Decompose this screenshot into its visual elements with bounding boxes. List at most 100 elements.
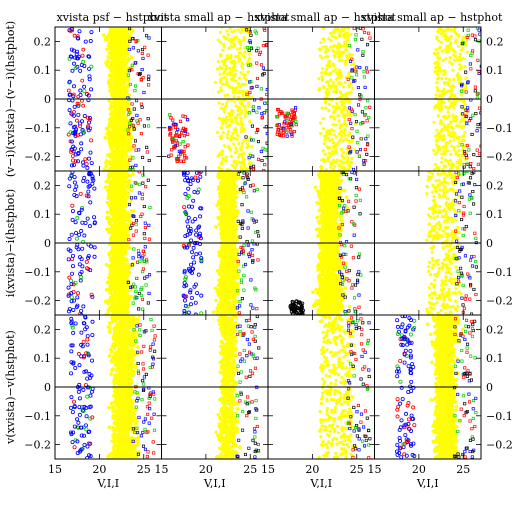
data-point-main xyxy=(114,305,118,310)
data-point-clump xyxy=(186,143,190,147)
data-point-main xyxy=(347,131,351,135)
data-point-main xyxy=(107,41,112,45)
data-point-main xyxy=(247,56,251,60)
data-point-main xyxy=(117,209,122,213)
data-point-main xyxy=(241,73,246,77)
data-point-edge xyxy=(127,47,131,51)
data-point-bright xyxy=(69,282,74,287)
data-point-edge xyxy=(260,111,264,116)
data-point-main xyxy=(346,34,350,38)
data-point-edge xyxy=(363,85,367,89)
data-point-bright xyxy=(72,61,77,66)
data-point-main xyxy=(323,71,328,75)
data-point-main xyxy=(337,80,341,85)
data-point-edge xyxy=(349,121,353,125)
data-point-main xyxy=(247,52,252,56)
data-point-main xyxy=(234,54,238,59)
points xyxy=(66,27,151,171)
data-point-edge xyxy=(256,157,261,161)
data-point-main xyxy=(329,152,333,156)
data-point-edge xyxy=(248,39,252,43)
data-point-edge xyxy=(141,56,145,60)
data-point-main xyxy=(334,27,339,31)
data-point-main xyxy=(230,61,234,65)
data-point-main xyxy=(452,135,456,139)
data-point-main xyxy=(346,113,350,117)
data-point-main xyxy=(123,229,127,234)
data-point-main xyxy=(327,145,332,150)
data-point-edge xyxy=(362,159,366,163)
data-point-clump xyxy=(175,157,179,161)
data-point-main xyxy=(117,150,121,155)
data-point-main xyxy=(444,141,448,145)
data-point-main xyxy=(343,166,347,170)
data-point-main xyxy=(323,134,327,138)
data-point-main xyxy=(222,76,226,80)
data-point-main xyxy=(112,103,116,107)
data-point-main xyxy=(347,74,352,78)
data-point-main xyxy=(220,82,225,86)
data-point-bright xyxy=(72,104,77,109)
data-point-main xyxy=(116,182,120,186)
data-point-main xyxy=(109,62,114,66)
data-point-main xyxy=(331,167,335,171)
data-point-main xyxy=(334,149,338,154)
data-point-edge xyxy=(476,58,480,62)
data-point-main xyxy=(321,157,325,162)
data-point-edge xyxy=(248,90,252,95)
data-point-main xyxy=(126,195,131,199)
data-point-main xyxy=(347,163,351,167)
data-point-main xyxy=(240,82,244,86)
data-point-clump xyxy=(283,120,287,124)
data-point-main xyxy=(327,64,332,68)
data-point-edge xyxy=(350,127,354,131)
data-point-bright xyxy=(81,59,86,64)
data-point-main xyxy=(117,272,121,277)
data-point-main xyxy=(440,138,445,142)
data-point-clump xyxy=(171,118,175,122)
points xyxy=(181,171,261,315)
data-point-edge xyxy=(462,163,466,167)
data-point-edge xyxy=(260,63,264,67)
data-point-main xyxy=(347,52,352,56)
data-point-bright xyxy=(69,47,74,52)
data-point-edge xyxy=(355,73,359,77)
data-point-edge xyxy=(145,150,149,154)
data-point-main xyxy=(121,195,125,200)
data-point-main xyxy=(331,105,335,109)
data-point-main xyxy=(433,168,437,171)
data-point-main xyxy=(113,276,117,281)
data-point-edge xyxy=(364,159,368,163)
data-point-main xyxy=(452,138,456,142)
data-point-main xyxy=(126,228,131,233)
data-point-main xyxy=(131,209,136,213)
data-point-edge xyxy=(465,121,469,125)
data-point-bright xyxy=(86,93,91,98)
data-point-main xyxy=(216,215,220,220)
data-point-main xyxy=(110,147,114,152)
data-point-main xyxy=(122,133,127,137)
data-point-bright xyxy=(67,108,72,113)
data-point-main xyxy=(227,46,231,51)
data-point-main xyxy=(109,237,113,242)
data-point-edge xyxy=(134,181,138,186)
data-point-main xyxy=(319,167,324,171)
data-point-main xyxy=(239,164,243,169)
data-point-clump xyxy=(278,133,282,137)
data-point-bright xyxy=(77,211,82,216)
data-point-bright xyxy=(78,271,83,276)
data-point-edge xyxy=(473,38,478,42)
data-point-main xyxy=(342,161,346,165)
data-point-main xyxy=(110,162,115,166)
data-point-bright xyxy=(79,207,84,212)
data-point-bright xyxy=(79,229,84,234)
data-point-edge xyxy=(460,82,464,86)
data-point-edge xyxy=(145,34,149,38)
data-point-edge xyxy=(259,149,263,154)
data-point-main xyxy=(335,158,340,162)
data-point-main xyxy=(117,111,122,116)
data-point-main xyxy=(460,65,464,69)
data-point-edge xyxy=(132,107,136,111)
data-point-bright xyxy=(70,253,75,258)
data-point-main xyxy=(225,93,230,97)
